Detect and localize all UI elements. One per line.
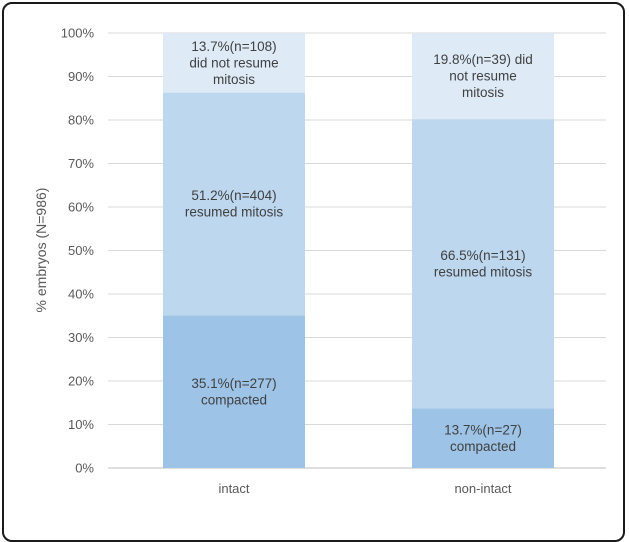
data-label: mitosis	[462, 85, 504, 100]
bar-segment-resumed-non-intact	[412, 119, 554, 409]
y-tick-labels: 0% 10% 20% 30% 40% 50% 60% 70% 80% 90% 100%	[61, 26, 95, 476]
data-label: 51.2%(n=404)	[191, 188, 276, 203]
y-axis-label: % embryos (N=986)	[33, 188, 49, 313]
y-tick-label: 100%	[61, 26, 95, 41]
y-tick-label: 90%	[68, 69, 94, 84]
y-tick-label: 70%	[68, 156, 94, 171]
bars: 35.1%(n=277)compacted51.2%(n=404)resumed…	[163, 33, 554, 468]
y-tick-label: 30%	[68, 330, 94, 345]
bar-segment-resumed-intact	[163, 92, 305, 316]
data-label: resumed mitosis	[434, 265, 533, 280]
data-label: resumed mitosis	[185, 205, 284, 220]
x-tick-label: non-intact	[454, 481, 511, 496]
bar-segment-compacted-non-intact	[412, 408, 554, 468]
data-label: 13.7%(n=108)	[191, 39, 276, 54]
y-tick-label: 40%	[68, 287, 94, 302]
data-label: 13.7%(n=27)	[444, 422, 522, 437]
data-label: mitosis	[213, 72, 255, 87]
data-label: 35.1%(n=277)	[191, 376, 276, 391]
bar-segment-compacted-intact	[163, 315, 305, 468]
data-label: 66.5%(n=131)	[440, 248, 525, 263]
y-tick-label: 20%	[68, 374, 94, 389]
data-label: 19.8%(n=39) did	[433, 52, 532, 67]
y-tick-label: 80%	[68, 113, 94, 128]
x-tick-label: intact	[218, 481, 249, 496]
data-label: compacted	[450, 439, 516, 454]
stacked-bar-chart: 35.1%(n=277)compacted51.2%(n=404)resumed…	[33, 26, 606, 496]
bar-segment-not_resumed-non-intact	[412, 33, 554, 120]
y-tick-label: 10%	[68, 417, 94, 432]
y-tick-label: 50%	[68, 243, 94, 258]
bar-segment-not_resumed-intact	[163, 33, 305, 93]
data-label: compacted	[201, 392, 267, 407]
y-tick-label: 0%	[75, 461, 94, 476]
data-label: did not resume	[189, 55, 278, 70]
x-tick-labels: intact non-intact	[218, 481, 511, 496]
data-label: not resume	[449, 69, 517, 84]
y-tick-label: 60%	[68, 200, 94, 215]
